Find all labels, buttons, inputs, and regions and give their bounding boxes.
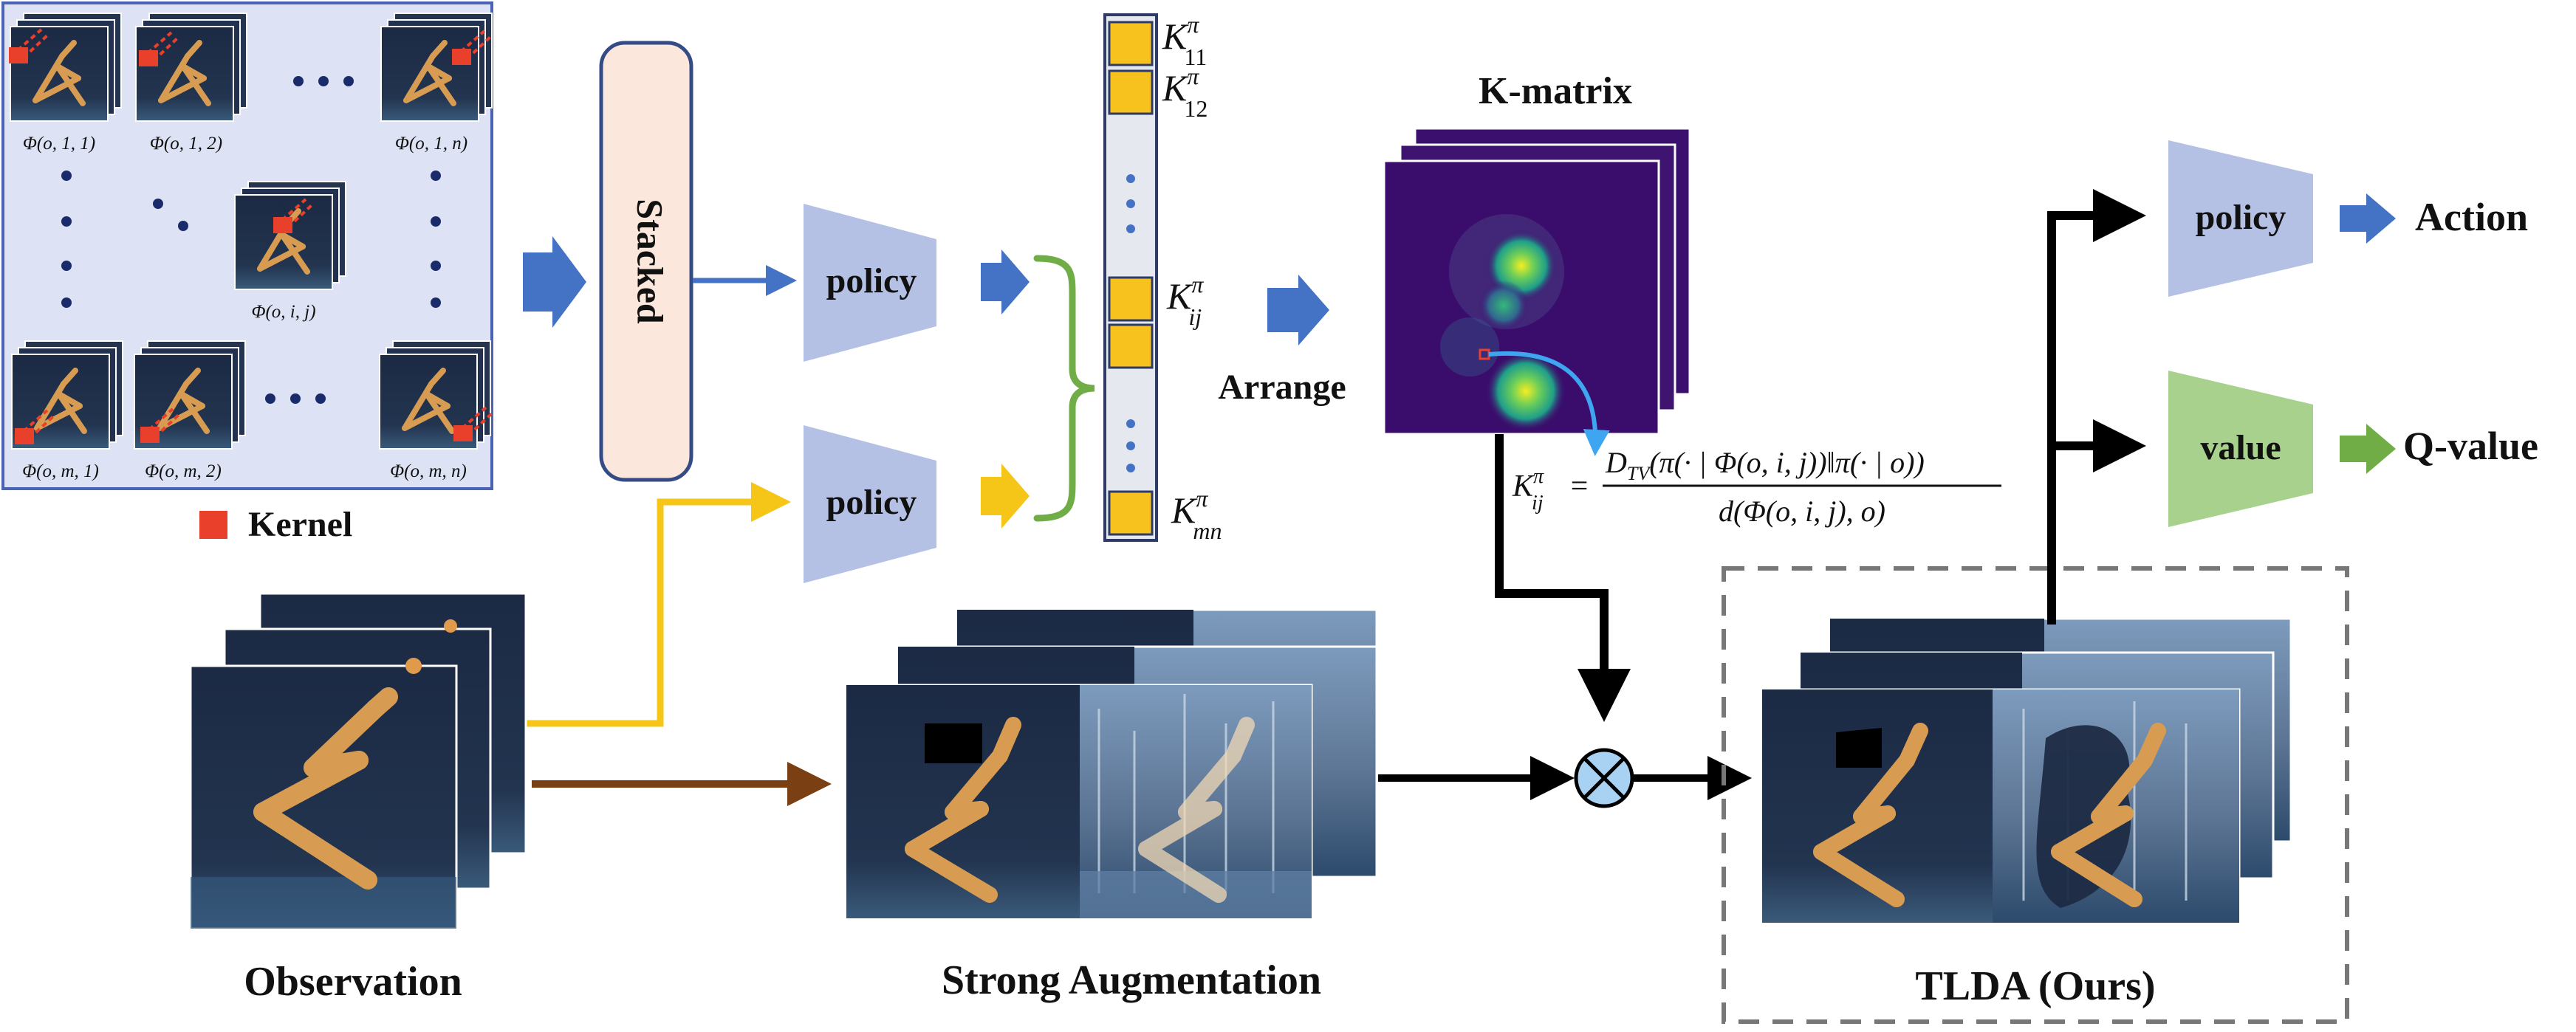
k-matrix-stack <box>1383 127 1691 456</box>
tlda-label: TLDA (Ours) <box>1915 963 2155 1009</box>
strong-augmentation-stack <box>845 608 1378 920</box>
kmn-label: Kπ mn <box>1171 485 1222 544</box>
policy-label-bottom: policy <box>826 483 917 522</box>
kmatrix-to-fusion-arrow <box>1495 434 1631 722</box>
grid-to-stacked-arrow <box>523 236 586 328</box>
qvalue-label: Q-value <box>2403 424 2538 468</box>
cell-label-c11: Φ(o, 1, 1) <box>23 134 95 154</box>
tlda-to-policy-arrow <box>2047 189 2146 625</box>
policy-label-right: policy <box>2196 198 2286 237</box>
svg-text:=: = <box>1569 469 1589 503</box>
cell-label-cmn: Φ(o, m, n) <box>390 461 467 481</box>
value-label: value <box>2200 428 2281 467</box>
policy-network-right <box>2168 140 2313 297</box>
kmatrix-title: K-matrix <box>1479 70 1632 112</box>
merge-brace <box>1033 255 1095 522</box>
thumbnail-cmn <box>380 341 493 449</box>
kmn-cell <box>1108 490 1154 536</box>
policy-bottom-output-arrow <box>981 464 1030 529</box>
preserved-region <box>2036 725 2131 908</box>
cell-label-c12: Φ(o, 1, 2) <box>150 134 222 154</box>
observation-stack <box>189 592 527 930</box>
fusion-operator <box>1574 748 1634 808</box>
value-network <box>2168 371 2313 527</box>
kernel-legend-label: Kernel <box>248 505 352 544</box>
cell-label-c1n: Φ(o, 1, n) <box>395 134 467 154</box>
thumbnail-c12 <box>136 13 247 121</box>
action-label: Action <box>2415 195 2528 239</box>
tlda-stack <box>1761 617 2292 924</box>
cell-label-cm1: Φ(o, m, 1) <box>22 461 99 481</box>
thumbnail-cm2 <box>134 341 245 449</box>
k-formula: Kπ ij = DTV(π(· | Φ(o, i, j))‖π(· | o)) d… <box>1512 446 2001 528</box>
grid-ellipsis-dots <box>61 76 441 404</box>
value-to-qvalue-arrow <box>2340 424 2396 474</box>
policy-top-output-arrow <box>981 250 1030 314</box>
k12-label: Kπ 12 <box>1162 63 1208 122</box>
policy-network-bottom <box>804 425 936 583</box>
cutout-mask <box>925 723 982 763</box>
perturbation-grid: Φ(o, 1, 1) Φ(o, 1, 2) Φ(o, 1, n) Φ(o, i,… <box>1 1 493 490</box>
k11-label: Kπ 11 <box>1162 11 1207 70</box>
augmented-walker <box>905 717 1021 903</box>
arrange-label: Arrange <box>1218 368 1346 407</box>
observation-to-policy-arrow <box>526 482 791 727</box>
k-vector <box>1103 13 1158 542</box>
svg-text:d(Φ(o, i, j), o): d(Φ(o, i, j), o) <box>1719 495 1885 528</box>
thumbnail-cm1 <box>12 341 123 449</box>
kij-cell <box>1108 276 1154 322</box>
kernel-legend-swatch <box>199 511 227 539</box>
thumbnail-cij <box>235 182 346 289</box>
strong-augmentation-label: Strong Augmentation <box>942 957 1321 1003</box>
stacked-box <box>599 41 693 482</box>
policy-label-top: policy <box>826 261 917 300</box>
cell-label-cij: Φ(o, i, j) <box>251 302 315 322</box>
arrange-arrow <box>1267 275 1329 345</box>
policy-network-top <box>804 204 936 362</box>
observation-label: Observation <box>244 959 462 1005</box>
k12-cell <box>1108 69 1154 115</box>
overlaid-walker <box>1138 717 1255 903</box>
harbor-masts <box>1097 694 1275 893</box>
thumbnail-c1n <box>381 13 492 121</box>
tlda-mask <box>1836 728 1882 768</box>
k11-cell <box>1108 21 1154 66</box>
stacked-label: Stacked <box>630 199 671 324</box>
k-vector-dots <box>1126 174 1135 472</box>
kernel-to-formula-arrow <box>1488 351 1610 456</box>
svg-text:DTV(π(· | Φ(o, i, j))‖π(· | o): DTV(π(· | Φ(o, i, j))‖π(· | o)) <box>1605 446 1925 484</box>
tlda-dashed-frame <box>1722 566 2349 1024</box>
cell-label-cm2: Φ(o, m, 2) <box>145 461 222 481</box>
thumbnail-c11 <box>7 13 121 121</box>
kij-label: Kπ ij <box>1166 271 1204 330</box>
walker-agent <box>253 687 398 890</box>
kij-next-cell <box>1108 323 1154 369</box>
policy-to-action-arrow <box>2340 193 2396 244</box>
